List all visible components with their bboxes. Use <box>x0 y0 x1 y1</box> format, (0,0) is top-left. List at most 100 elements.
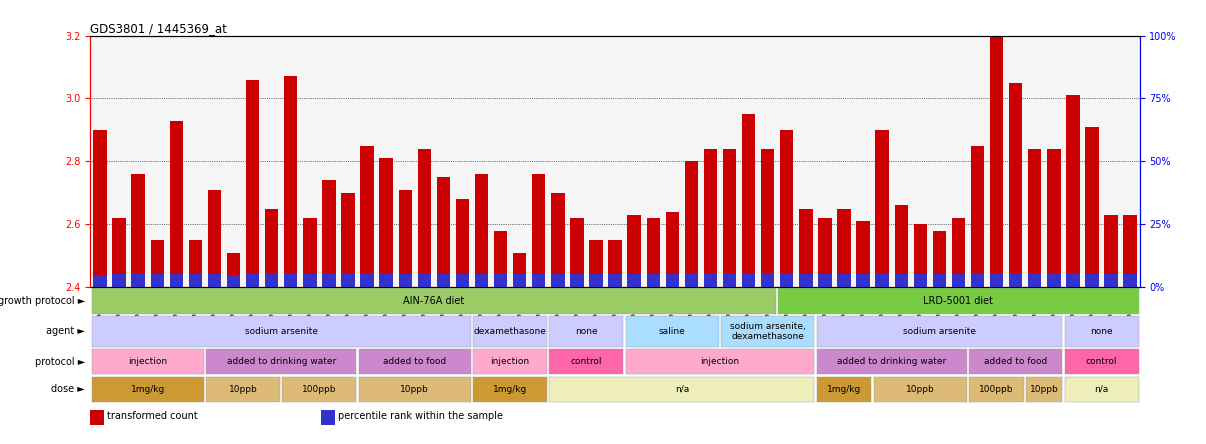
Bar <box>1066 274 1079 287</box>
Bar <box>1009 83 1023 287</box>
Bar <box>646 218 660 287</box>
Bar <box>513 253 526 287</box>
Text: sodium arsenite: sodium arsenite <box>903 327 976 336</box>
Bar <box>92 377 204 402</box>
Bar <box>361 274 374 287</box>
Bar <box>207 274 221 287</box>
Bar <box>112 218 125 287</box>
Bar <box>437 177 450 287</box>
Bar <box>704 149 718 287</box>
Bar <box>322 180 335 287</box>
Text: sodium arsenite: sodium arsenite <box>245 327 317 336</box>
Bar <box>816 377 872 402</box>
Bar <box>971 274 984 287</box>
Bar <box>608 274 622 287</box>
Bar <box>532 174 545 287</box>
Bar <box>282 377 357 402</box>
Bar <box>626 349 814 374</box>
Bar <box>93 130 106 287</box>
Text: 100ppb: 100ppb <box>979 385 1014 394</box>
Bar <box>570 218 584 287</box>
Bar <box>358 349 470 374</box>
Bar <box>626 316 719 347</box>
Bar <box>303 274 316 287</box>
Bar <box>932 274 946 287</box>
Bar <box>188 274 203 287</box>
Bar <box>206 377 280 402</box>
Text: injection: injection <box>128 357 168 366</box>
Bar <box>1047 149 1060 287</box>
Bar <box>1085 274 1099 287</box>
Text: added to drinking water: added to drinking water <box>227 357 335 366</box>
Text: 10ppb: 10ppb <box>229 385 257 394</box>
Bar <box>92 349 204 374</box>
Bar <box>1124 274 1137 287</box>
Bar <box>876 130 889 287</box>
Bar <box>92 316 470 347</box>
Bar <box>398 274 412 287</box>
Bar <box>895 274 908 287</box>
Bar <box>1085 127 1099 287</box>
Bar <box>341 274 355 287</box>
Bar <box>590 274 603 287</box>
Text: added to food: added to food <box>984 357 1047 366</box>
Bar <box>685 162 698 287</box>
Bar <box>761 274 774 287</box>
Bar <box>1124 215 1137 287</box>
Bar <box>131 274 145 287</box>
Bar <box>456 199 469 287</box>
Text: added to food: added to food <box>384 357 446 366</box>
Bar <box>361 146 374 287</box>
Text: 100ppb: 100ppb <box>303 385 336 394</box>
Bar <box>285 76 298 287</box>
Bar <box>570 274 584 287</box>
Bar <box>494 274 508 287</box>
Bar <box>417 274 431 287</box>
Bar <box>380 273 393 287</box>
Bar <box>990 273 1003 287</box>
Bar <box>1065 349 1138 374</box>
Text: 1mg/kg: 1mg/kg <box>130 385 165 394</box>
Bar <box>303 218 316 287</box>
Bar <box>551 193 564 287</box>
Text: added to drinking water: added to drinking water <box>837 357 947 366</box>
Bar <box>952 218 965 287</box>
Bar <box>816 349 967 374</box>
Bar <box>1047 274 1060 287</box>
Bar <box>473 316 548 347</box>
Bar <box>800 209 813 287</box>
Bar <box>265 209 279 287</box>
Bar <box>1026 377 1062 402</box>
Text: 1mg/kg: 1mg/kg <box>493 385 527 394</box>
Bar <box>837 274 850 287</box>
Bar <box>437 274 450 287</box>
Text: percentile rank within the sample: percentile rank within the sample <box>338 412 503 421</box>
Bar <box>341 193 355 287</box>
Text: 10ppb: 10ppb <box>1030 385 1059 394</box>
Bar <box>895 206 908 287</box>
Bar <box>627 274 640 287</box>
Text: AIN-76A diet: AIN-76A diet <box>403 296 464 306</box>
Bar <box>932 231 946 287</box>
Bar <box>550 377 814 402</box>
Bar <box>837 209 850 287</box>
Bar <box>780 130 794 287</box>
Bar <box>722 274 736 287</box>
Bar <box>914 224 927 287</box>
Bar <box>227 275 240 287</box>
Bar <box>742 273 755 287</box>
Bar <box>475 274 488 287</box>
Bar <box>914 274 927 287</box>
Bar <box>265 274 279 287</box>
Bar <box>1105 274 1118 287</box>
Bar <box>170 274 183 287</box>
Text: protocol ►: protocol ► <box>35 357 86 367</box>
Bar <box>1065 316 1138 347</box>
Bar <box>358 377 470 402</box>
Bar <box>721 316 814 347</box>
Bar <box>1065 377 1138 402</box>
Bar <box>818 218 832 287</box>
Bar <box>227 253 240 287</box>
Bar <box>550 349 624 374</box>
Bar <box>780 274 794 287</box>
